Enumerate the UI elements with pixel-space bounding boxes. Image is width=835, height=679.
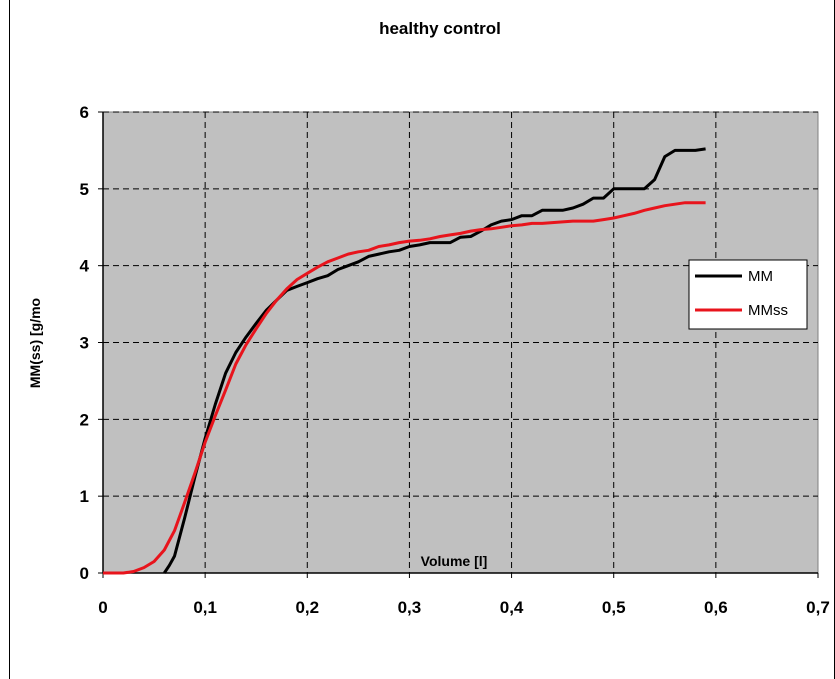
y-tick-label: 2 — [80, 410, 89, 429]
x-tick-label: 0,5 — [602, 598, 626, 617]
y-axis-label: MM(ss) [g/mo — [27, 298, 43, 388]
x-tick-label: 0,7 — [806, 598, 830, 617]
series-line-mmss — [103, 201, 706, 575]
chart-title: healthy control — [379, 19, 501, 38]
x-tick-label: 0,6 — [704, 598, 728, 617]
x-tick-label: 0,3 — [398, 598, 422, 617]
x-tick-label: 0,1 — [193, 598, 217, 617]
y-tick-label: 4 — [80, 257, 90, 276]
y-tick-label: 5 — [80, 180, 89, 199]
legend-label-mm: MM — [748, 268, 773, 285]
legend-label-mmss: MMss — [748, 302, 788, 319]
y-tick-label: 6 — [80, 103, 89, 122]
plot-area — [102, 111, 819, 574]
x-tick-label: 0,4 — [500, 598, 524, 617]
y-tick-label: 0 — [80, 564, 89, 583]
y-tick-label: 1 — [80, 487, 89, 506]
legend-box — [688, 259, 808, 330]
x-tick-label: 0 — [98, 598, 107, 617]
y-tick-label: 3 — [80, 334, 89, 353]
x-axis-label: Volume [l] — [421, 553, 488, 569]
x-tick-label: 0,2 — [295, 598, 319, 617]
series-line-mm — [163, 147, 706, 574]
